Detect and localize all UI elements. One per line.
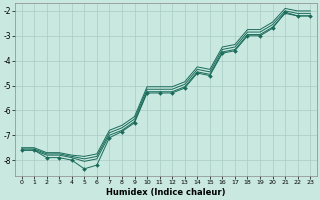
X-axis label: Humidex (Indice chaleur): Humidex (Indice chaleur) bbox=[106, 188, 226, 197]
